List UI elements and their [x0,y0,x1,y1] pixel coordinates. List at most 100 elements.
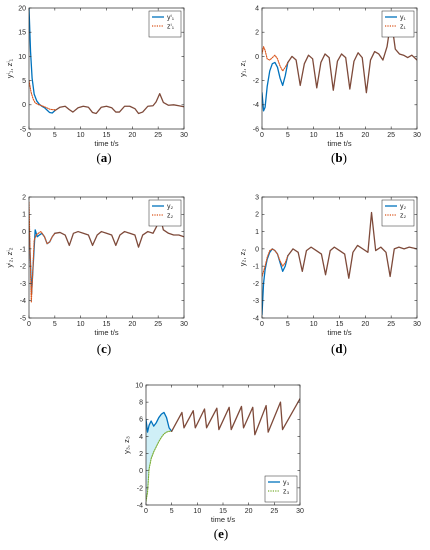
legend-entry: yⁱ₁ [167,14,175,22]
x-tick-label: 25 [270,508,278,515]
x-tick-label: 25 [387,321,395,328]
y-tick-label: -2 [253,78,259,85]
x-tick-label: 20 [361,132,369,139]
x-tick-label: 5 [53,132,57,139]
legend-entry: y₂ [400,204,407,211]
caption-a: (a) [96,150,111,165]
subplot-d: 0 5 10 15 20 25 30 -4 -3 -2 -1 0 1 2 3 time t/s y₂, z₂ y₂… [238,194,421,356]
series-b-overlap [287,18,417,94]
x-tick-label: 20 [361,321,369,328]
y-axis-label: y₁, z₁ [238,60,247,77]
y-tick-label: 10 [18,54,26,61]
legend-entry: zⁱ₁ [167,23,175,31]
series-b-1 [262,46,289,72]
legend-entry: z₃ [283,489,290,496]
x-tick-label: 0 [27,132,31,139]
x-tick-label: 15 [336,321,344,328]
x-axis-label: time t/s [94,139,118,148]
y-tick-label: -4 [253,102,259,109]
x-tick-label: 15 [103,321,111,328]
subplot-c: 0 5 10 15 20 25 30 -5 -4 -3 -2 -1 0 1 2 time t/s yⁱ₂, zⁱ… [5,194,188,356]
legend-box [381,199,415,227]
x-tick-label: 30 [413,132,421,139]
caption-b: (b) [331,150,347,165]
caption-c: (c) [97,341,111,356]
y-tick-label: -4 [137,502,143,509]
x-tick-label: 10 [310,132,318,139]
y-tick-label: -5 [20,315,26,322]
y-tick-label: -4 [20,298,26,305]
x-tick-label: 5 [286,132,290,139]
x-tick-label: 25 [387,132,395,139]
x-tick-label: 5 [53,321,57,328]
legend: y₂ z₂ [148,199,182,227]
series-e-1 [146,430,173,503]
subplot-e: 0 5 10 15 20 25 30 -4 -2 0 2 4 6 8 10 time t/s y₃, z₃ y₃ z… [122,382,304,541]
x-tick-label: 10 [77,321,85,328]
subplot-b: 0 5 10 15 20 25 30 -6 -4 -2 0 2 4 time t/s y₁, z₁ y₁ z₁ (… [238,5,421,165]
x-tick-label: 0 [27,321,31,328]
x-tick-label: 30 [180,132,188,139]
y-tick-label: -2 [20,264,26,271]
legend-entry: y₂ [167,204,174,211]
y-tick-label: 6 [139,417,143,424]
x-axis-label: time t/s [94,328,118,337]
shaded-region [146,412,172,502]
legend-box [381,10,415,38]
x-tick-label: 5 [170,508,174,515]
y-tick-label: -1 [253,264,259,271]
series-a-overlap [54,93,184,115]
x-tick-label: 30 [296,508,304,515]
y-tick-label: -3 [253,298,259,305]
series-d-overlap [287,211,417,279]
y-tick-label: 2 [139,451,143,458]
y-tick-label: 0 [22,229,26,236]
y-tick-label: 0 [255,54,259,61]
legend-entry: y₃ [283,480,290,487]
y-tick-label: -1 [20,246,26,253]
y-tick-label: 4 [139,434,143,441]
y-tick-label: 0 [139,468,143,475]
y-tick-label: 10 [135,382,143,389]
y-tick-label: -2 [137,485,143,492]
legend: y₃ z₃ [264,475,298,503]
x-tick-label: 0 [260,132,264,139]
x-tick-label: 30 [180,321,188,328]
y-axis-label: y₂, z₂ [238,249,247,267]
x-tick-label: 10 [193,508,201,515]
y-tick-label: 4 [255,5,259,12]
y-tick-label: 8 [139,400,143,407]
x-tick-label: 25 [154,321,162,328]
x-tick-label: 10 [310,321,318,328]
x-tick-label: 0 [144,508,148,515]
x-tick-label: 25 [154,132,162,139]
y-axis-label: y₃, z₃ [122,436,131,454]
x-tick-label: 15 [336,132,344,139]
caption-d: (d) [331,341,347,356]
x-tick-label: 0 [260,321,264,328]
legend-entry: z₂ [400,213,407,220]
x-axis-label: time t/s [327,328,351,337]
legend: y₁ z₁ [381,10,415,38]
y-axis-label: yⁱ₂, zⁱ₂ [5,247,14,267]
x-tick-label: 20 [128,321,136,328]
legend: y₂ z₂ [381,199,415,227]
y-tick-label: 1 [255,229,259,236]
series-d-1 [262,248,289,278]
y-tick-label: -5 [20,126,26,133]
x-tick-label: 10 [77,132,85,139]
y-tick-label: 3 [255,194,259,201]
y-tick-label: 0 [22,102,26,109]
series-e-0 [146,411,173,433]
y-tick-label: -6 [253,126,259,133]
y-tick-label: 15 [18,30,26,37]
x-axis-label: time t/s [211,515,235,524]
y-tick-label: 0 [255,246,259,253]
y-tick-label: 2 [22,194,26,201]
x-tick-label: 5 [286,321,290,328]
legend-entry: y₁ [400,15,407,22]
x-tick-label: 20 [245,508,253,515]
